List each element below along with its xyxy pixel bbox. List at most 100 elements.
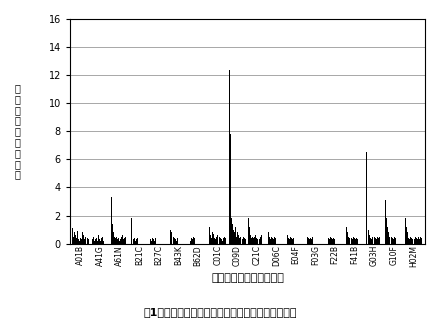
Bar (287, 235, 288, 244)
Bar (408, 238, 409, 244)
Bar (75, 235, 76, 244)
Bar (138, 236, 139, 244)
Bar (136, 239, 137, 244)
Bar (405, 218, 406, 244)
Bar (82, 232, 83, 244)
Bar (84, 239, 85, 244)
Bar (115, 238, 116, 244)
Bar (222, 241, 223, 244)
Bar (237, 232, 238, 244)
Bar (415, 236, 416, 244)
Bar (234, 232, 235, 244)
Y-axis label: 各
小
类
的
引
用
论
文
数: 各 小 类 的 引 用 论 文 数 (15, 83, 21, 180)
Bar (372, 236, 373, 244)
Bar (377, 236, 378, 244)
Bar (392, 238, 393, 244)
Bar (375, 238, 376, 244)
Bar (394, 236, 395, 244)
Bar (101, 238, 102, 244)
Bar (370, 238, 371, 244)
Bar (407, 235, 408, 244)
Bar (102, 236, 103, 244)
Bar (213, 234, 214, 244)
Bar (388, 232, 389, 244)
Bar (326, 235, 327, 244)
Bar (133, 239, 134, 244)
Bar (293, 238, 294, 244)
Bar (123, 239, 124, 244)
Bar (332, 239, 333, 244)
Bar (347, 232, 348, 244)
Bar (275, 239, 276, 244)
Bar (239, 238, 240, 244)
Bar (376, 239, 377, 244)
Bar (255, 235, 256, 244)
Bar (209, 227, 210, 244)
Bar (216, 236, 217, 244)
Bar (231, 218, 232, 244)
Bar (154, 239, 155, 244)
Bar (385, 200, 386, 244)
Bar (248, 218, 249, 244)
Bar (225, 238, 226, 244)
Bar (333, 236, 334, 244)
Bar (268, 232, 269, 244)
Bar (272, 238, 273, 244)
Bar (309, 239, 310, 244)
Bar (116, 236, 117, 244)
Bar (289, 239, 290, 244)
Bar (96, 238, 97, 244)
Bar (242, 239, 243, 244)
Bar (80, 238, 81, 244)
Bar (238, 235, 239, 244)
Bar (346, 227, 347, 244)
Bar (416, 238, 417, 244)
Bar (288, 238, 289, 244)
X-axis label: 国际专利分类（小类级）: 国际专利分类（小类级） (211, 273, 284, 283)
Bar (230, 33, 231, 244)
Bar (78, 239, 79, 244)
Bar (334, 239, 335, 244)
Bar (369, 235, 370, 244)
Bar (357, 239, 358, 244)
Bar (328, 238, 329, 244)
Bar (368, 230, 369, 244)
Bar (193, 236, 194, 244)
Bar (132, 236, 133, 244)
Bar (100, 241, 101, 244)
Bar (98, 239, 99, 244)
Bar (218, 238, 219, 244)
Bar (412, 239, 413, 244)
Bar (250, 235, 251, 244)
Bar (348, 236, 349, 244)
Bar (191, 238, 192, 244)
Bar (270, 238, 271, 244)
Bar (406, 227, 407, 244)
Bar (173, 236, 174, 244)
Bar (366, 152, 367, 244)
Bar (175, 239, 176, 244)
Bar (413, 236, 414, 244)
Bar (354, 238, 355, 244)
Bar (113, 232, 114, 244)
Bar (240, 236, 241, 244)
Bar (291, 238, 292, 244)
Bar (81, 239, 82, 244)
Bar (125, 236, 126, 244)
Bar (352, 239, 353, 244)
Bar (152, 238, 153, 244)
Bar (261, 235, 262, 244)
Bar (112, 224, 113, 244)
Bar (92, 239, 93, 244)
Bar (170, 230, 171, 244)
Bar (73, 236, 74, 244)
Bar (379, 236, 380, 244)
Bar (393, 239, 394, 244)
Bar (260, 236, 261, 244)
Bar (190, 239, 191, 244)
Bar (243, 236, 244, 244)
Bar (241, 234, 242, 244)
Bar (97, 241, 98, 244)
Bar (124, 238, 125, 244)
Bar (292, 239, 293, 244)
